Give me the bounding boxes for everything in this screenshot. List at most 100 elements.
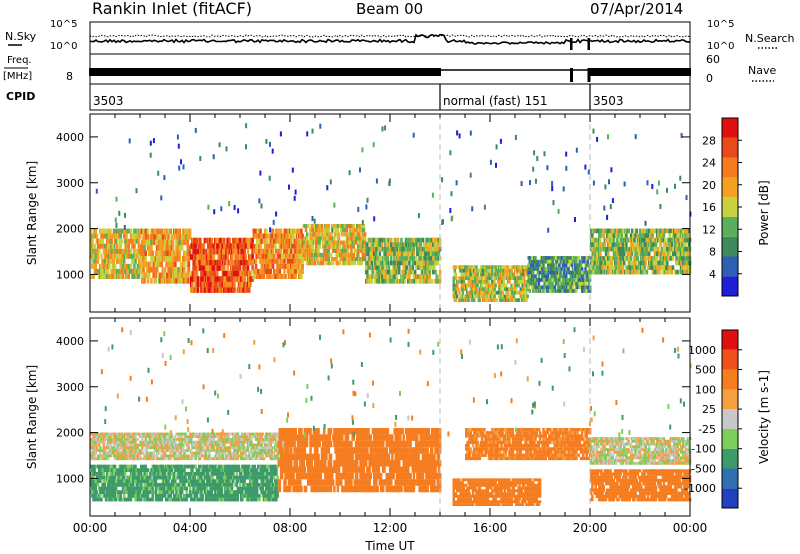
power-cell-2654 xyxy=(534,256,537,260)
power-cell-3444 xyxy=(661,228,665,234)
power-cell-2605 xyxy=(527,285,530,290)
velocity-cell-912 xyxy=(236,438,240,441)
velocity-cell-1072 xyxy=(265,454,268,458)
power-cb-label-3: 16 xyxy=(702,201,716,214)
power-cell-1856 xyxy=(390,237,393,243)
power-cell-237 xyxy=(129,248,133,254)
power-cell-1934 xyxy=(403,279,407,284)
power-cell-2478 xyxy=(505,298,509,302)
power-cell-2228 xyxy=(465,287,468,291)
velocity-cell-465 xyxy=(163,457,167,461)
power-cell-2304 xyxy=(476,279,479,284)
power-cell-665 xyxy=(200,276,203,282)
power-cell-1477 xyxy=(328,240,332,245)
power-cell-2856 xyxy=(566,281,569,286)
power-cell-1005 xyxy=(251,237,254,244)
power-cell-3361 xyxy=(648,228,651,234)
power-cell-1149 xyxy=(276,274,279,279)
velocity-cell-394 xyxy=(151,435,154,438)
velocity-cell-413 xyxy=(154,440,158,444)
power-cell-1612 xyxy=(351,240,354,245)
power-cell-1297 xyxy=(299,258,302,264)
power-cell-3394 xyxy=(653,246,657,252)
power-cell-1078 xyxy=(263,243,267,249)
velocity-cell-997 xyxy=(252,454,255,458)
power-cell-2054 xyxy=(423,265,426,270)
power-cell-2833 xyxy=(562,263,566,268)
velocity-cell-117 xyxy=(109,454,112,458)
power-swatch-3 xyxy=(722,216,738,237)
power-cell-3266 xyxy=(633,246,636,252)
power-cell-1563 xyxy=(344,248,347,253)
power-cell-486 xyxy=(170,234,174,240)
power-cell-1449 xyxy=(324,232,327,237)
power-cell-248 xyxy=(132,253,135,259)
power-cell-1000 xyxy=(251,276,254,282)
velocity-cell-1015 xyxy=(255,449,259,452)
power-cell-2689 xyxy=(541,270,544,275)
power-cell-1683 xyxy=(362,224,366,229)
power-cell-200 xyxy=(123,233,126,239)
power-cell-181 xyxy=(119,243,122,249)
power-cell-1581 xyxy=(346,248,350,253)
power-cell-469 xyxy=(168,239,171,246)
power-cell-2963 xyxy=(584,267,587,271)
power-cell-1243 xyxy=(290,238,293,244)
power-cell-1282 xyxy=(296,243,300,249)
power-cell-3338 xyxy=(644,242,647,247)
power-cell-2164 xyxy=(452,283,455,288)
velocity-cell-178 xyxy=(118,449,121,452)
velocity-cell-725 xyxy=(208,451,211,455)
velocity-cell-92 xyxy=(104,457,108,461)
power-scatter-71 xyxy=(584,164,587,170)
power-scatter-101 xyxy=(372,142,375,148)
power-cell-2711 xyxy=(544,274,547,279)
power-cell-537 xyxy=(178,228,182,235)
power-scatter-119 xyxy=(180,159,182,165)
velocity-cell-911 xyxy=(236,440,240,444)
power-cell-234 xyxy=(129,268,133,274)
velocity-cell-577 xyxy=(180,432,184,436)
power-cell-3380 xyxy=(651,233,654,238)
power-cell-3466 xyxy=(666,269,669,275)
velocity-cell-550 xyxy=(177,451,180,455)
power-scatter-10 xyxy=(258,198,261,204)
power-cell-2511 xyxy=(511,290,515,295)
power-cell-0 xyxy=(90,274,93,279)
velocity-cell-828 xyxy=(224,432,227,436)
power-cell-2008 xyxy=(415,237,418,243)
power-cell-2545 xyxy=(517,283,520,288)
velocity-cell-690 xyxy=(202,446,205,450)
power-cell-2594 xyxy=(525,290,528,295)
power-scatter-66 xyxy=(469,130,472,136)
power-cell-3133 xyxy=(610,265,613,270)
power-cell-2600 xyxy=(526,287,529,291)
power-cell-3244 xyxy=(629,256,633,261)
power-cell-2659 xyxy=(535,263,538,268)
power-cell-2292 xyxy=(474,276,477,280)
velocity-cell-461 xyxy=(162,443,166,447)
velocity-cell-230 xyxy=(125,432,128,436)
power-cell-1492 xyxy=(332,257,335,262)
power-cell-2144 xyxy=(436,260,440,266)
power-cell-2984 xyxy=(587,263,591,268)
power-cell-1963 xyxy=(407,246,410,252)
velocity-cell-1066 xyxy=(263,451,267,455)
power-cell-1852 xyxy=(390,269,393,275)
power-cell-979 xyxy=(246,248,250,255)
power-cell-103 xyxy=(108,274,111,279)
plot-title: Rankin Inlet (fitACF) xyxy=(92,0,252,18)
velocity-cell-679 xyxy=(200,438,203,441)
power-cell-3328 xyxy=(643,256,646,261)
power-cell-2675 xyxy=(538,285,542,290)
velocity-cell-779 xyxy=(217,454,220,458)
power-cell-2218 xyxy=(462,279,466,284)
power-cell-3603 xyxy=(687,242,691,247)
power-cell-57 xyxy=(100,243,103,249)
power-cell-2209 xyxy=(461,290,465,295)
power-cell-1525 xyxy=(337,236,341,241)
power-cell-206 xyxy=(124,238,127,244)
velocity-cell-717 xyxy=(207,449,210,452)
power-cell-1672 xyxy=(361,244,365,249)
